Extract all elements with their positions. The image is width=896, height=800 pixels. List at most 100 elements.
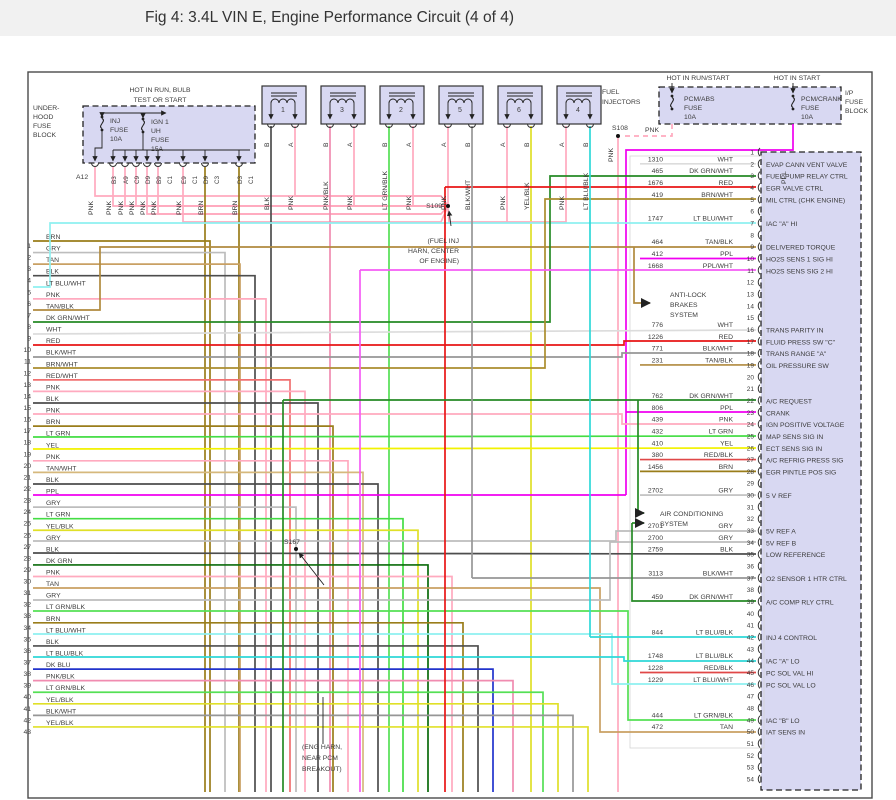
pcm-pin-number: 35 xyxy=(747,552,755,559)
wire-blk-wht xyxy=(33,714,574,792)
fuse-icon xyxy=(791,94,795,98)
pcm-pin-label: O2 SENSOR 1 HTR CTRL xyxy=(766,576,847,583)
left-wire-color: YEL/BLK xyxy=(46,720,74,727)
figure-title-bar: Fig 4: 3.4L VIN E, Engine Performance Ci… xyxy=(0,0,896,36)
fuse-icon xyxy=(100,128,104,132)
left-wire-color: PNK/BLK xyxy=(46,674,75,681)
connector-pin-icon xyxy=(143,162,151,167)
left-wire-color: PNK xyxy=(46,384,60,391)
splice-dot-icon xyxy=(616,134,620,138)
circuit-number: 1226 xyxy=(648,334,663,341)
injector-pin-letter: A xyxy=(441,142,448,147)
circuit-color: RED/BLK xyxy=(704,452,734,459)
connector-pin-icon xyxy=(121,162,129,167)
circuit-color: RED/BLK xyxy=(704,665,734,672)
pcm-pin-label: EVAP CANN VENT VALVE xyxy=(766,162,848,169)
injector-number: 6 xyxy=(517,107,521,114)
connector-pin-icon xyxy=(179,162,187,167)
underhood-wire-color: BRN xyxy=(198,201,205,215)
wire-color-label: PPL xyxy=(781,171,788,184)
harness-note: HARN, CENTER xyxy=(408,248,459,255)
circuit-color: TAN/BLK xyxy=(705,357,733,364)
wire-gry xyxy=(33,541,756,601)
pcm-pin-label: MAP SENS SIG IN xyxy=(766,434,823,441)
splice-label: S167 xyxy=(284,539,300,546)
injector-box xyxy=(320,85,366,125)
circuit-color: TAN/BLK xyxy=(705,239,733,246)
fuse-label: 10A xyxy=(684,114,697,121)
left-wire-color: LT BLU/BLK xyxy=(46,651,84,658)
circuit-color: BLK/WHT xyxy=(703,346,733,353)
pcm-pin-number: 33 xyxy=(747,528,755,535)
left-wire-number: 41 xyxy=(23,706,31,713)
left-wire-number: 7 xyxy=(27,312,31,319)
left-wire-number: 23 xyxy=(23,498,31,505)
left-wire-color: YEL/BLK xyxy=(46,697,74,704)
pcm-pin-icon xyxy=(757,691,761,701)
wire-tan-blk xyxy=(633,247,652,309)
left-wire-number: 4 xyxy=(27,278,31,285)
injector-number: 5 xyxy=(458,107,462,114)
left-wire-color: RED xyxy=(46,338,60,345)
left-wire-number: 36 xyxy=(23,648,31,655)
pcm-pin-number: 6 xyxy=(750,209,754,216)
pcm-pin-number: 16 xyxy=(747,327,755,334)
left-wire-number: 30 xyxy=(23,579,31,586)
wire-brn-wht xyxy=(33,198,756,369)
wire-tan xyxy=(33,587,756,733)
fuse-icon xyxy=(141,120,145,131)
left-wire-number: 3 xyxy=(27,266,31,273)
fuse-label: FUSE xyxy=(801,105,820,112)
pcm-pin-icon xyxy=(757,502,761,512)
left-wire-color: GRY xyxy=(46,535,61,542)
left-wire-color: BLK xyxy=(46,546,59,553)
left-wire-number: 21 xyxy=(23,474,31,481)
wire-yel xyxy=(32,447,757,450)
wire-lt-grn xyxy=(32,435,757,438)
pcm-pin-number: 44 xyxy=(747,658,755,665)
pcm-pin-label: CRANK xyxy=(766,410,790,417)
connector-pin-icon xyxy=(409,123,417,128)
injector-pin-letter: B xyxy=(524,142,531,147)
pcm-pin-label: MIL CTRL (CHK ENGINE) xyxy=(766,197,845,204)
pcm-pin-number: 48 xyxy=(747,706,755,713)
left-wire-color: LT GRN xyxy=(46,512,70,519)
left-wire-number: 13 xyxy=(23,382,31,389)
injector-wire-color: PNK xyxy=(288,196,295,210)
circuit-number: 1229 xyxy=(648,677,663,684)
injector-coil-icon xyxy=(565,98,591,104)
pcm-pin-icon xyxy=(757,455,761,464)
pcm-pin-label: TRANS RANGE "A" xyxy=(766,351,827,358)
figure-title: Fig 4: 3.4L VIN E, Engine Performance Ci… xyxy=(145,9,515,26)
left-wire-number: 26 xyxy=(23,532,31,539)
injector-number: 1 xyxy=(281,107,285,114)
pcm-pin-label: LOW REFERENCE xyxy=(766,552,826,559)
circuit-color: BRN/WHT xyxy=(701,192,733,199)
connector-pin-icon xyxy=(586,123,594,128)
circuit-number: 762 xyxy=(652,393,664,400)
harness-note: (FUEL INJ xyxy=(428,238,459,245)
pcm-pin-icon xyxy=(757,597,761,606)
wire-ppl xyxy=(625,124,794,495)
pcm-pin-label: A/C REFRIG PRESS SIG xyxy=(766,458,843,465)
circuit-color: RED xyxy=(719,180,733,187)
fuse-icon xyxy=(141,117,145,121)
circuit-number: 844 xyxy=(652,630,664,637)
wire-yel-blk xyxy=(33,529,419,792)
circuit-color: BRN xyxy=(719,464,733,471)
pcm-pin-icon xyxy=(757,360,761,370)
leader-line xyxy=(298,552,325,586)
pcm-pin-icon xyxy=(757,514,761,524)
circuit-number: 2701 xyxy=(648,523,663,530)
left-wire-number: 16 xyxy=(23,417,31,424)
injector-wire-color: PNK xyxy=(406,196,413,210)
pcm-pin-number: 17 xyxy=(747,339,755,346)
underhood-pin-id: C9 xyxy=(134,175,141,184)
pcm-pin-icon xyxy=(757,348,761,358)
pcm-pin-label: FLUID PRESS SW "C" xyxy=(766,339,836,346)
connector-pin-icon xyxy=(385,123,393,128)
injector-pin-letter: A xyxy=(500,142,507,147)
connector-pin-icon xyxy=(91,162,99,167)
pcm-pin-number: 50 xyxy=(747,729,755,736)
